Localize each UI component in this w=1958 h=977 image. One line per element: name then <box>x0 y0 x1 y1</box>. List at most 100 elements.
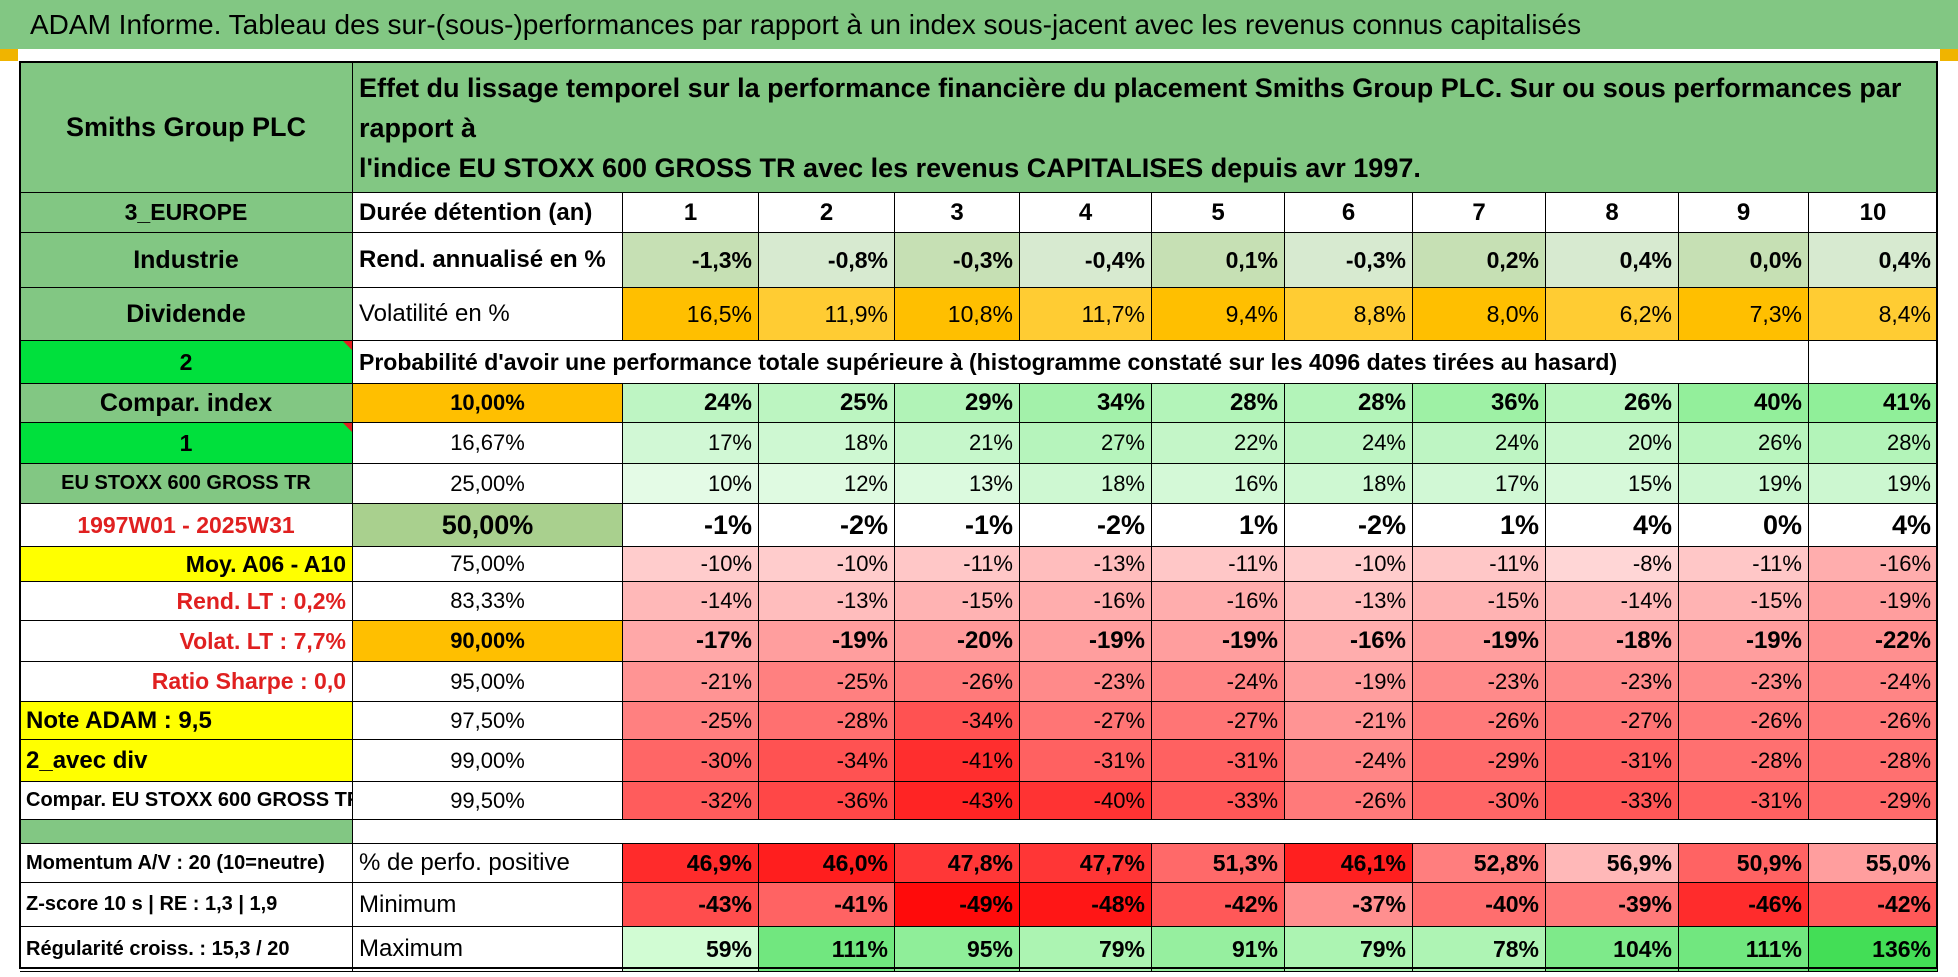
percentile-value: 13% <box>895 464 1020 504</box>
minimum-value: -39% <box>1546 883 1679 927</box>
positive-value: 47,8% <box>895 844 1020 883</box>
year-header: 5 <box>1152 193 1285 233</box>
percentile-label: 99,50% <box>353 782 623 820</box>
percentile-label: 83,33% <box>353 582 623 621</box>
volat-lt-label: Volat. LT : 7,7% <box>20 621 353 662</box>
minimum-value: -42% <box>1152 883 1285 927</box>
percentile-value: -13% <box>759 582 895 621</box>
percentile-value: -13% <box>1285 582 1413 621</box>
positive-value: 56,9% <box>1546 844 1679 883</box>
percentile-value: 15% <box>1546 464 1679 504</box>
vol-value: 11,7% <box>1020 288 1152 341</box>
percentile-value: -19% <box>1679 621 1809 662</box>
compar-name-label: Compar. EU STOXX 600 GROSS TR <box>20 782 353 820</box>
proba-label: Probabilité d'avoir une performance tota… <box>353 341 1809 384</box>
percentile-value: -31% <box>1020 740 1152 782</box>
duree-label: Durée détention (an) <box>353 193 623 233</box>
minimum-value: -37% <box>1285 883 1413 927</box>
spacer-bar <box>20 820 353 844</box>
percentile-value: -16% <box>1152 582 1285 621</box>
rend-value: 0,4% <box>1546 233 1679 288</box>
dividend-option-select[interactable]: 2 <box>20 341 353 384</box>
maximum-label: Maximum <box>353 927 623 972</box>
zscore-label: Z-score 10 s | RE : 1,3 | 1,9 <box>20 883 353 927</box>
percentile-value: -28% <box>759 702 895 740</box>
percentile-value: -26% <box>1809 702 1938 740</box>
vol-value: 8,8% <box>1285 288 1413 341</box>
rend-label: Rend. annualisé en % <box>353 233 623 288</box>
percentile-value: -25% <box>759 662 895 702</box>
year-header: 10 <box>1809 193 1938 233</box>
vol-value: 8,0% <box>1413 288 1546 341</box>
positive-label: % de perfo. positive <box>353 844 623 883</box>
minimum-value: -41% <box>759 883 895 927</box>
percentile-value: 28% <box>1809 423 1938 464</box>
maximum-value: 79% <box>1020 927 1152 972</box>
description-line-2: l'indice EU STOXX 600 GROSS TR avec les … <box>359 153 1421 183</box>
vol-value: 6,2% <box>1546 288 1679 341</box>
minimum-value: -40% <box>1413 883 1546 927</box>
percentile-value: -28% <box>1809 740 1938 782</box>
rend-value: -0,3% <box>1285 233 1413 288</box>
rend-value: -0,3% <box>895 233 1020 288</box>
percentile-value: 20% <box>1546 423 1679 464</box>
percentile-value: -1% <box>895 504 1020 547</box>
percentile-value: -32% <box>623 782 759 820</box>
rend-value: 0,1% <box>1152 233 1285 288</box>
vol-value: 16,5% <box>623 288 759 341</box>
percentile-value: 21% <box>895 423 1020 464</box>
percentile-value: 29% <box>895 384 1020 423</box>
percentile-label: 99,00% <box>353 740 623 782</box>
percentile-value: 27% <box>1020 423 1152 464</box>
percentile-value: 18% <box>1020 464 1152 504</box>
percentile-value: 1% <box>1152 504 1285 547</box>
rend-value: 0,2% <box>1413 233 1546 288</box>
vol-value: 10,8% <box>895 288 1020 341</box>
index-option-select[interactable]: 1 <box>20 423 353 464</box>
percentile-label: 16,67% <box>353 423 623 464</box>
percentile-value: -26% <box>1285 782 1413 820</box>
percentile-label: 25,00% <box>353 464 623 504</box>
percentile-value: -23% <box>1679 662 1809 702</box>
maximum-value: 111% <box>1679 927 1809 972</box>
rend-lt-label: Rend. LT : 0,2% <box>20 582 353 621</box>
percentile-label: 90,00% <box>353 621 623 662</box>
percentile-value: -29% <box>1413 740 1546 782</box>
avec-div-label: 2_avec div <box>20 740 353 782</box>
percentile-value: -8% <box>1546 547 1679 582</box>
report-title: ADAM Informe. Tableau des sur-(sous-)per… <box>0 0 1958 49</box>
percentile-value: -22% <box>1809 621 1938 662</box>
percentile-value: 16% <box>1152 464 1285 504</box>
percentile-value: -29% <box>1809 782 1938 820</box>
maximum-value: 104% <box>1546 927 1679 972</box>
moyenne-label: Moy. A06 - A10 <box>20 547 353 582</box>
percentile-value: -18% <box>1546 621 1679 662</box>
positive-value: 46,9% <box>623 844 759 883</box>
minimum-value: -42% <box>1809 883 1938 927</box>
description: Effet du lissage temporel sur la perform… <box>353 62 1938 193</box>
minimum-value: -43% <box>623 883 759 927</box>
percentile-value: -26% <box>895 662 1020 702</box>
percentile-value: -19% <box>759 621 895 662</box>
percentile-value: -26% <box>1413 702 1546 740</box>
percentile-value: 10% <box>623 464 759 504</box>
percentile-value: -21% <box>1285 702 1413 740</box>
percentile-value: -30% <box>1413 782 1546 820</box>
regularite-label: Régularité croiss. : 15,3 / 20 <box>20 927 353 972</box>
vol-label: Volatilité en % <box>353 288 623 341</box>
rend-value: 0,4% <box>1809 233 1938 288</box>
positive-value: 51,3% <box>1152 844 1285 883</box>
percentile-value: 28% <box>1152 384 1285 423</box>
positive-value: 46,1% <box>1285 844 1413 883</box>
percentile-value: -19% <box>1285 662 1413 702</box>
maximum-value: 95% <box>895 927 1020 972</box>
percentile-value: -26% <box>1679 702 1809 740</box>
percentile-value: 19% <box>1679 464 1809 504</box>
percentile-value: -28% <box>1679 740 1809 782</box>
year-header: 2 <box>759 193 895 233</box>
percentile-value: -10% <box>1285 547 1413 582</box>
percentile-value: -13% <box>1020 547 1152 582</box>
percentile-value: -10% <box>623 547 759 582</box>
percentile-value: -19% <box>1413 621 1546 662</box>
percentile-value: -21% <box>623 662 759 702</box>
